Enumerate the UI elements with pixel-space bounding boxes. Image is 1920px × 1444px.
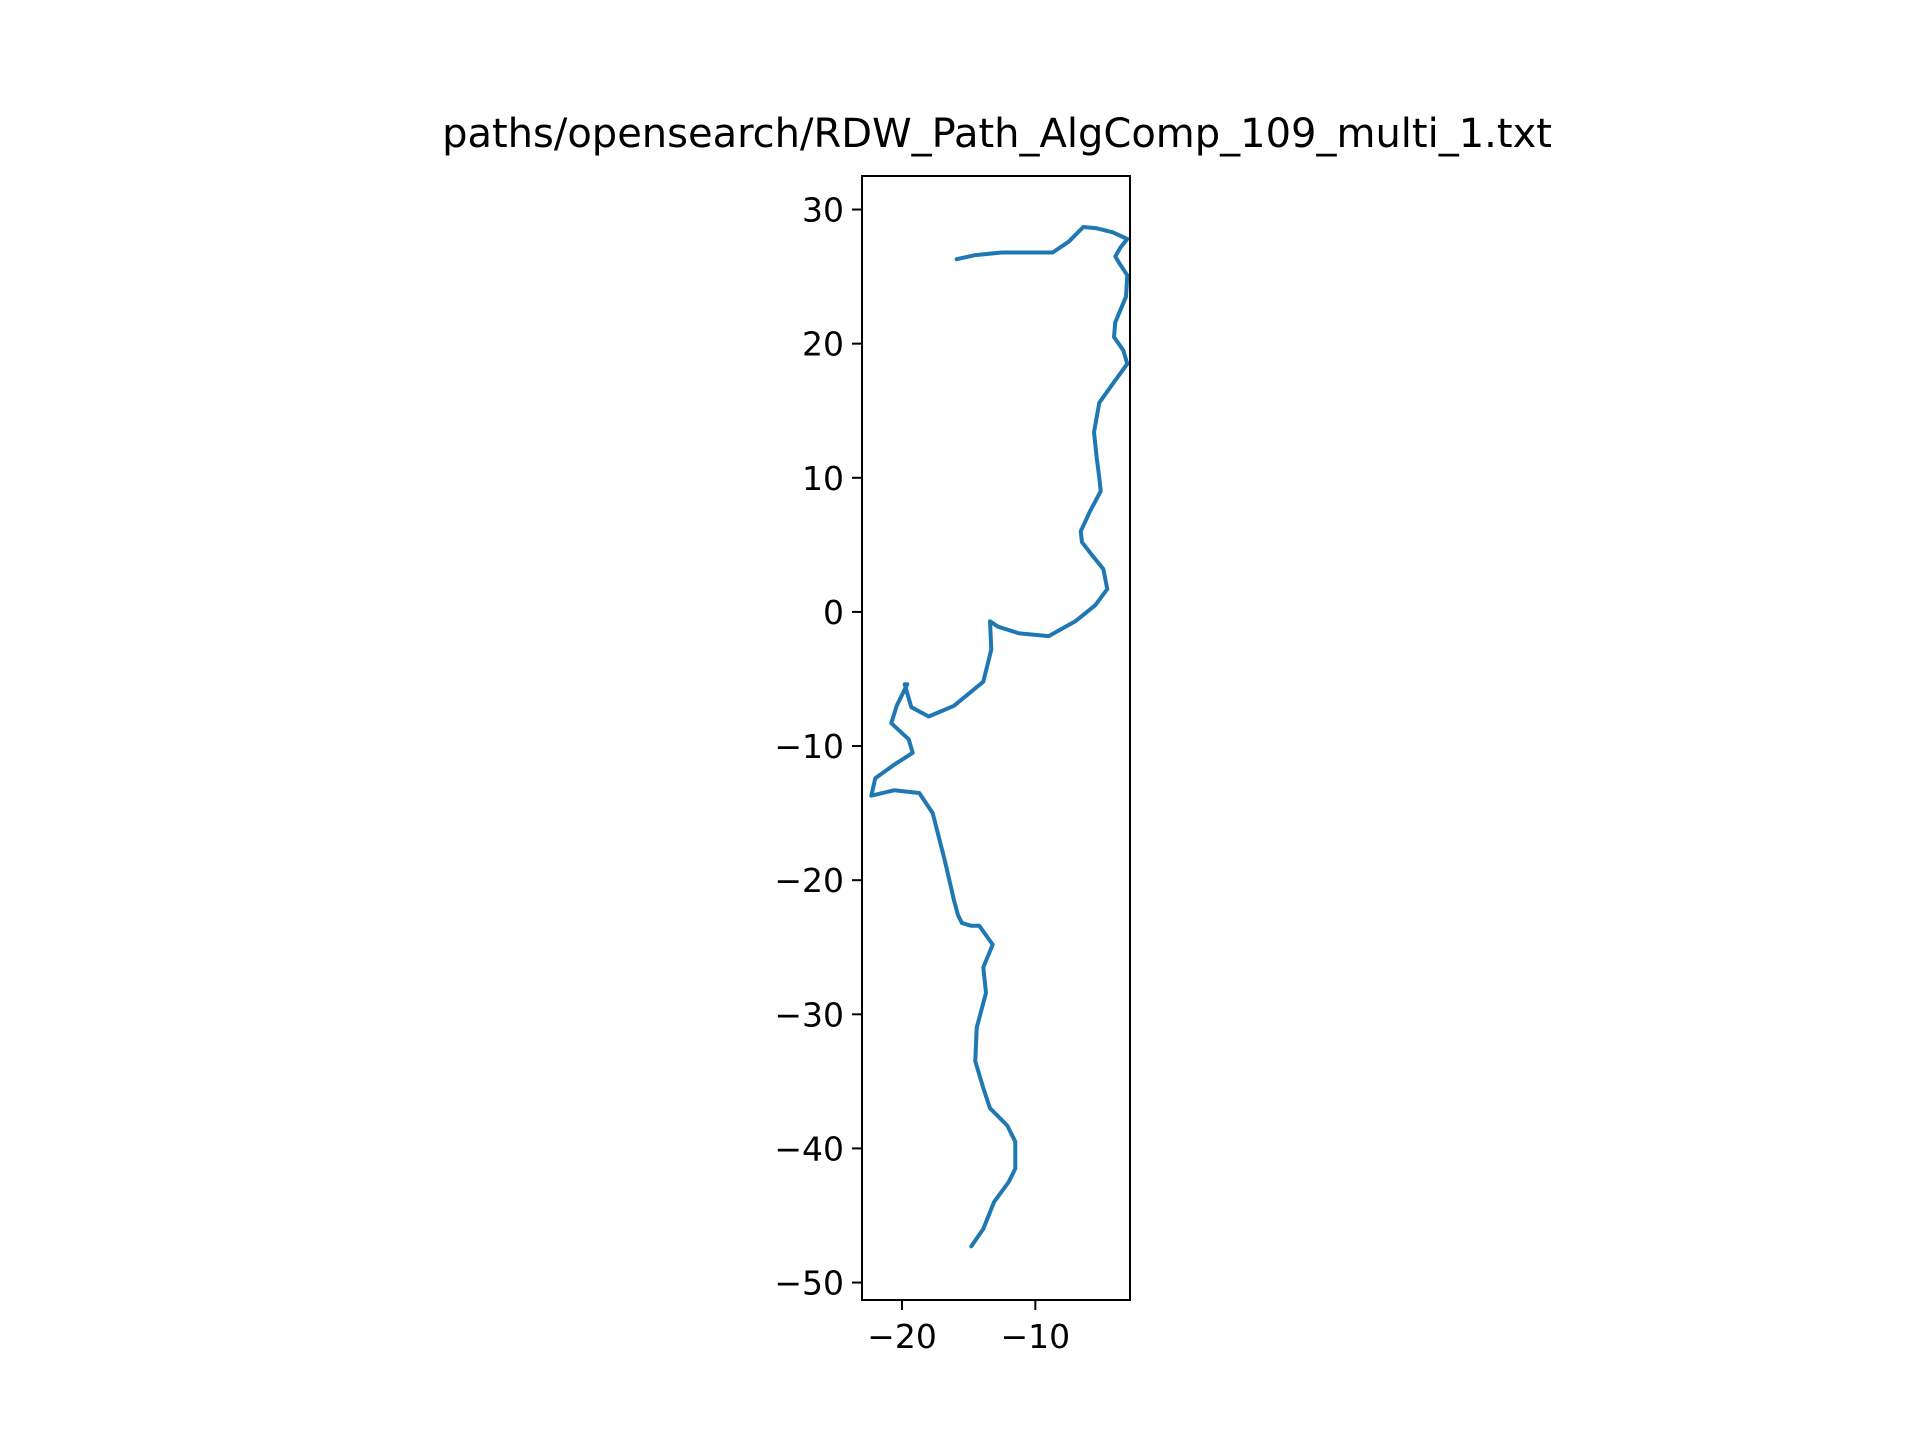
y-tick-label: −10 xyxy=(774,727,844,766)
y-axis: 30 20 10 0 −10 −20 −30 −40 −50 xyxy=(774,191,862,1303)
axes-frame xyxy=(861,175,1131,1301)
x-tick-label: −20 xyxy=(867,1317,937,1356)
y-tick-label: 20 xyxy=(802,325,844,364)
y-tick-label: −50 xyxy=(774,1264,844,1303)
series-line-0 xyxy=(869,225,1130,1249)
y-tick-label: 10 xyxy=(802,459,844,498)
x-tick-label: −10 xyxy=(1001,1317,1071,1356)
y-tick-label: 0 xyxy=(823,593,844,632)
x-axis: −20 −10 xyxy=(867,1300,1070,1356)
y-tick-label: −30 xyxy=(774,995,844,1034)
plot-area xyxy=(869,225,1130,1249)
y-tick-label: 30 xyxy=(802,191,844,230)
chart-title: paths/opensearch/RDW_Path_AlgComp_109_mu… xyxy=(442,111,1552,157)
y-tick-label: −20 xyxy=(774,861,844,900)
y-tick-label: −40 xyxy=(774,1129,844,1168)
